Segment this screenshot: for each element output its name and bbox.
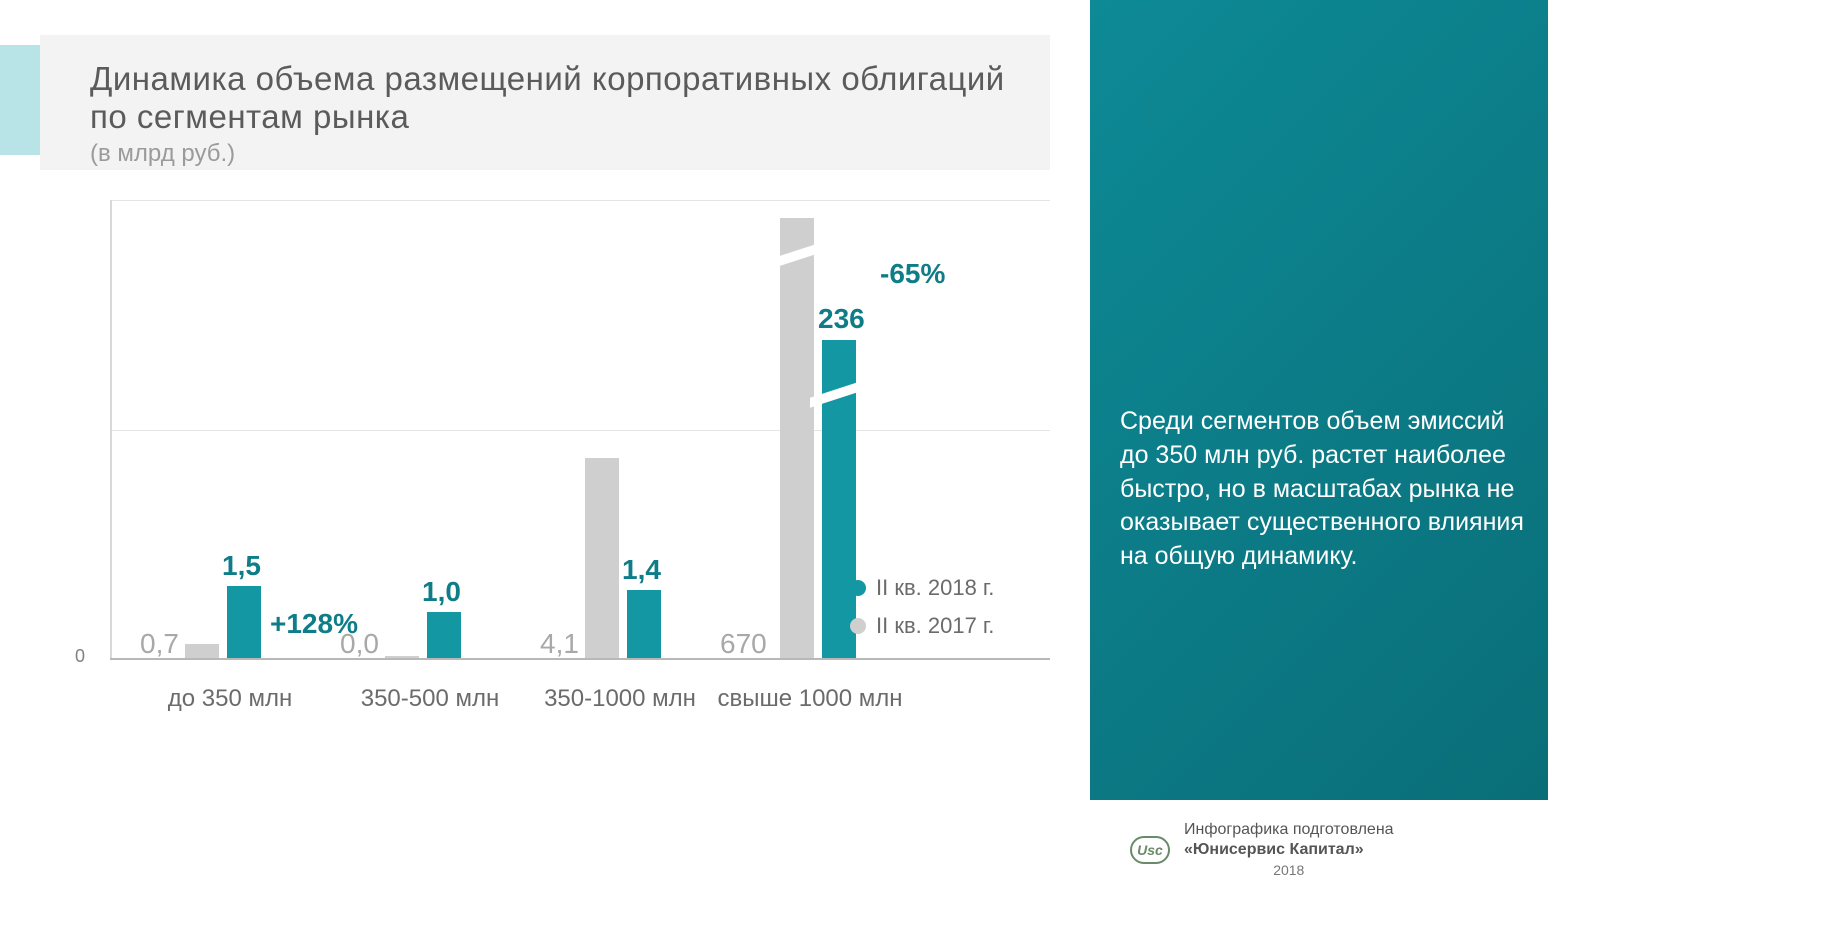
bar-2018	[627, 590, 661, 658]
slide-root: Среди сегментов объем эмиссий до 350 млн…	[0, 0, 1831, 945]
category-label: 350-500 млн	[320, 685, 540, 713]
gridline	[110, 200, 1050, 201]
main-panel: Динамика объема размещений корпоративных…	[0, 0, 1080, 800]
y-zero-label: 0	[75, 646, 85, 667]
legend-swatch	[850, 618, 866, 634]
bar-value-2018: 1,5	[222, 550, 261, 582]
x-axis	[110, 658, 1050, 660]
bar-value-2018: 1,4	[622, 554, 661, 586]
bar-2018	[227, 586, 261, 658]
side-panel: Среди сегментов объем эмиссий до 350 млн…	[1090, 0, 1548, 800]
bar-2017	[385, 656, 419, 658]
legend-label: II кв. 2018 г.	[876, 575, 994, 601]
bar-2018	[427, 612, 461, 658]
bar-2017	[780, 218, 814, 658]
footer-brand: «Юнисервис Капитал»	[1184, 840, 1394, 860]
category-label: 350-1000 млн	[510, 685, 730, 713]
y-axis	[110, 200, 112, 660]
bar-value-2017: 4,1	[540, 628, 579, 660]
delta-label: -65%	[880, 258, 945, 290]
accent-white-strip	[1060, 24, 1075, 169]
footer: Usc Инфографика подготовлена «Юнисервис …	[1130, 820, 1394, 880]
bar-value-2017: 670	[720, 628, 767, 660]
footer-year: 2018	[1184, 862, 1394, 880]
legend-swatch	[850, 580, 866, 596]
legend-item: II кв. 2018 г.	[850, 575, 994, 601]
bar-2017	[585, 458, 619, 658]
bar-2017	[185, 644, 219, 658]
legend-label: II кв. 2017 г.	[876, 613, 994, 639]
footer-line1: Инфографика подготовлена	[1184, 820, 1394, 840]
chart-subtitle: (в млрд руб.)	[90, 140, 1010, 168]
chart-area: 0 0,7 1,5 +128% до 350 млн 0,0 1,0 350-5…	[80, 200, 1050, 750]
bar-value-2018: 1,0	[422, 576, 461, 608]
accent-teal-strip	[0, 45, 40, 155]
gridline	[110, 430, 1050, 431]
legend: II кв. 2018 г. II кв. 2017 г.	[850, 575, 994, 651]
side-panel-text: Среди сегментов объем эмиссий до 350 млн…	[1120, 405, 1530, 574]
header-box: Динамика объема размещений корпоративных…	[40, 35, 1050, 170]
category-label: до 350 млн	[120, 685, 340, 713]
category-label: свыше 1000 млн	[700, 685, 920, 713]
footer-text: Инфографика подготовлена «Юнисервис Капи…	[1184, 820, 1394, 880]
chart-title: Динамика объема размещений корпоративных…	[90, 60, 1010, 136]
bar-value-2017: 0,0	[340, 628, 379, 660]
logo-icon: Usc	[1130, 836, 1170, 864]
legend-item: II кв. 2017 г.	[850, 613, 994, 639]
bar-value-2018: 236	[818, 303, 865, 335]
bar-value-2017: 0,7	[140, 628, 179, 660]
